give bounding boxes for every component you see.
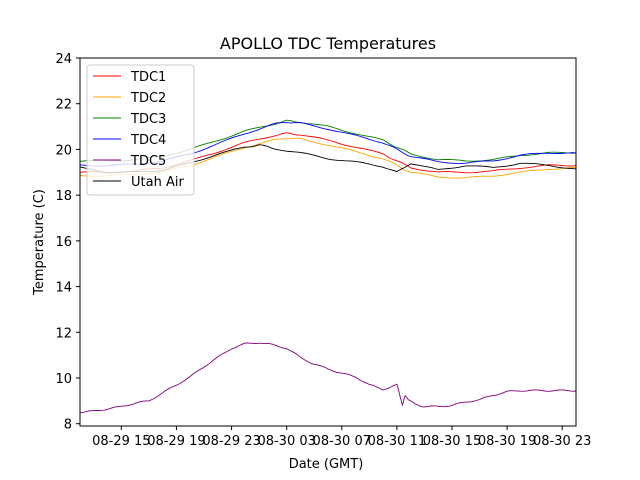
x-tick-label: 08-30 19 [478,434,536,449]
y-axis-label: Temperature (C) [32,189,47,296]
y-tick-label: 16 [55,235,72,250]
y-tick-label: 8 [64,418,72,433]
y-tick-label: 12 [55,326,72,341]
y-tick-label: 18 [55,189,72,204]
series-line-tdc5 [80,342,576,414]
plot-frame [79,57,577,427]
chart-title: APOLLO TDC Temperatures [220,34,436,53]
legend-label: TDC5 [130,154,166,169]
legend-entry-tdc3: TDC3 [93,112,166,127]
x-tick-label: 08-29 15 [92,434,150,449]
x-tick-label: 08-30 15 [423,434,481,449]
x-axis-label: Date (GMT) [289,457,364,472]
x-tick-label: 08-29 19 [147,434,205,449]
legend-label: Utah Air [131,175,184,190]
legend-label: TDC3 [130,112,166,127]
x-tick-label: 08-29 23 [202,434,260,449]
legend-label: TDC4 [130,133,166,148]
x-tick-label: 08-30 07 [313,434,371,449]
y-axis: 8 10 12 14 16 18 20 22 24 [55,52,80,433]
legend: TDC1 TDC2 TDC3 TDC4 TDC5 Utah Air [86,64,195,196]
x-tick-label: 08-30 03 [257,434,315,449]
y-tick-label: 20 [55,143,72,158]
y-tick-label: 10 [55,372,72,387]
legend-entry-tdc4: TDC4 [93,133,166,148]
legend-entry-tdc2: TDC2 [93,91,166,106]
legend-entry-utah-air: Utah Air [93,175,184,190]
x-tick-label: 08-30 23 [533,434,591,449]
legend-label: TDC2 [130,91,166,106]
x-tick-label: 08-30 11 [368,434,426,449]
legend-label: TDC1 [130,70,166,85]
y-tick-label: 22 [55,98,72,113]
y-tick-label: 14 [55,281,72,296]
legend-entry-tdc1: TDC1 [93,70,166,85]
legend-entry-tdc5: TDC5 [93,154,166,169]
y-tick-label: 24 [55,52,72,67]
